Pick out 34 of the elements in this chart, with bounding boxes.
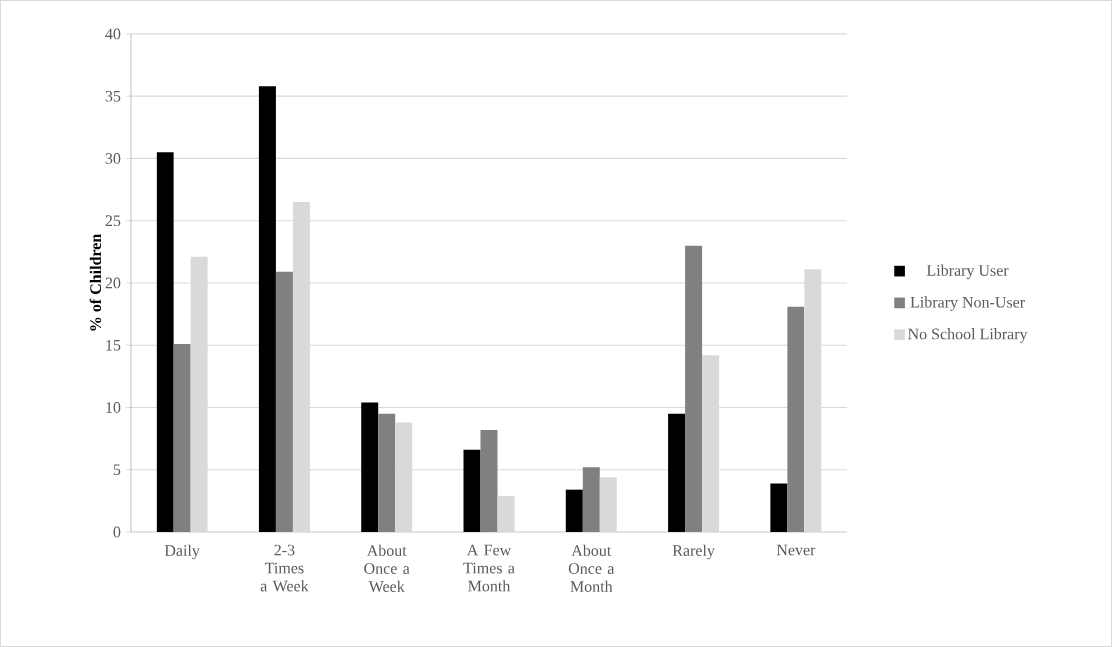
- legend-label: Library User: [926, 264, 1009, 280]
- bar: [582, 467, 600, 533]
- bar: [770, 483, 788, 533]
- y-tick-label: 30: [105, 153, 121, 164]
- bar: [361, 402, 379, 533]
- bar: [565, 489, 583, 533]
- y-tick-label: 15: [106, 339, 121, 351]
- bar: [480, 429, 498, 533]
- y-tick-label: 35: [105, 90, 121, 102]
- x-tick-label: Daily: [164, 544, 200, 560]
- bar: [258, 86, 276, 533]
- x-tick-label: About Once a Month: [568, 544, 615, 592]
- y-axis-title: % of Children: [89, 234, 102, 331]
- bar: [275, 271, 293, 533]
- y-tick-label: 5: [113, 464, 121, 476]
- x-tick-label: Rarely: [672, 544, 715, 560]
- bar: [668, 413, 686, 533]
- x-tick-label: 2-3 Times a Week: [260, 544, 309, 592]
- bar: [378, 413, 396, 533]
- x-tick-label: About Once a Week: [364, 544, 410, 593]
- bar: [787, 306, 805, 533]
- x-tick-label: Never: [776, 544, 816, 556]
- bar: [685, 245, 703, 533]
- bar: [156, 152, 174, 533]
- y-tick-label: 20: [105, 277, 121, 289]
- y-tick-label: 25: [105, 215, 121, 227]
- bar: [463, 449, 481, 533]
- y-tick-label: 40: [105, 28, 121, 40]
- y-tick-label: 0: [113, 526, 121, 538]
- legend-label: No School Library: [908, 328, 1028, 343]
- bar: [173, 344, 191, 533]
- legend-label: Library Non-User: [910, 296, 1025, 311]
- y-tick-label: 10: [106, 402, 121, 413]
- x-tick-label: A Few Times a Month: [463, 544, 515, 592]
